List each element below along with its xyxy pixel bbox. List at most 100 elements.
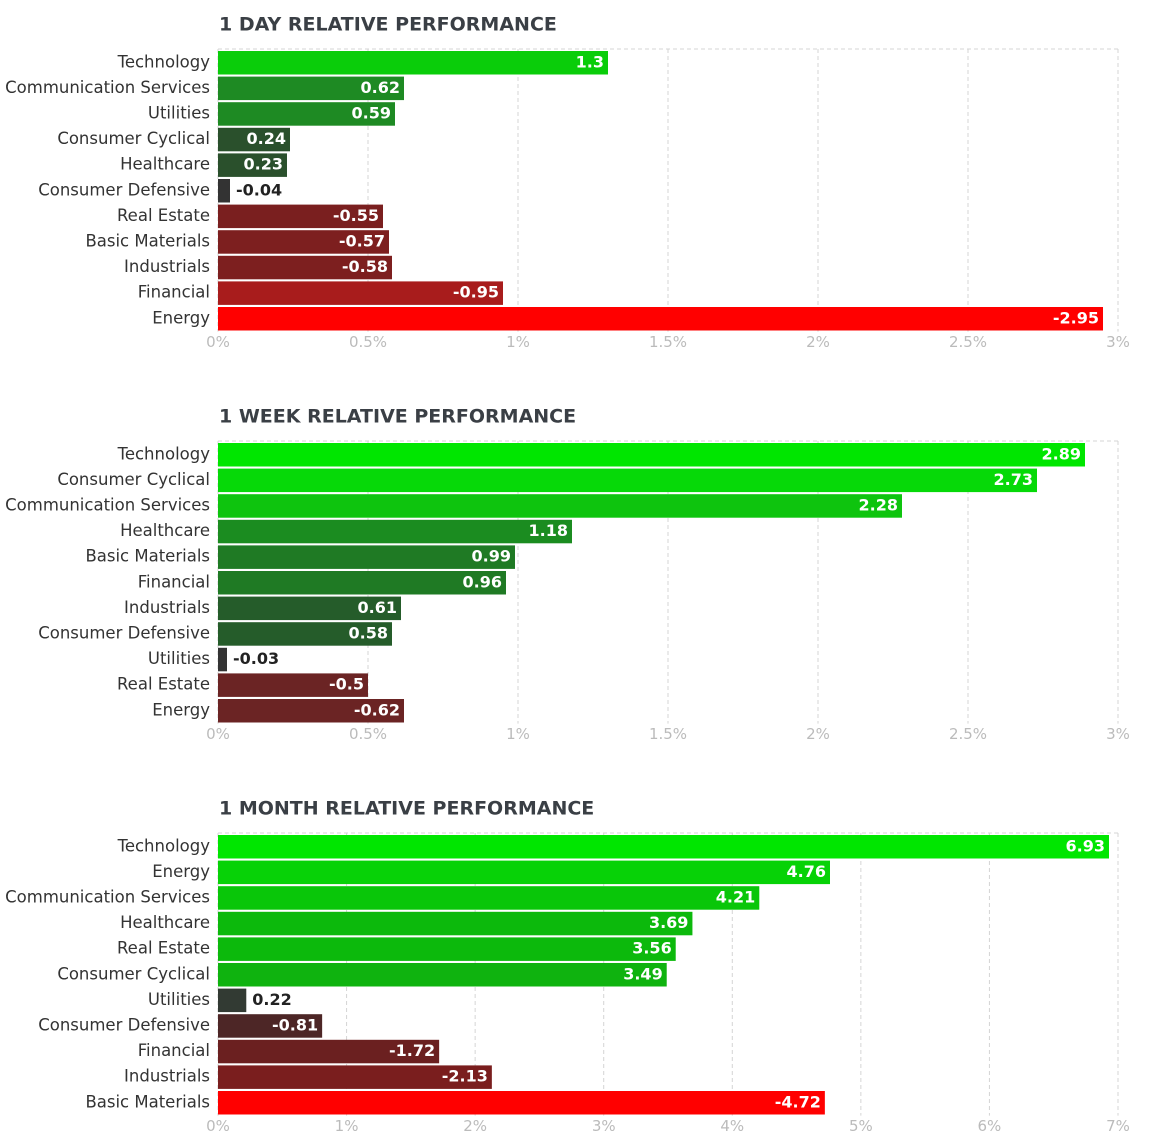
x-tick-label: 3% (592, 1117, 616, 1135)
chart-title: 1 WEEK RELATIVE PERFORMANCE (219, 406, 576, 428)
value-label: 2.28 (859, 495, 898, 514)
x-tick-label: 1.5% (649, 725, 687, 743)
bar (218, 76, 404, 101)
category-label: Communication Services (5, 78, 210, 97)
bar (218, 622, 392, 646)
value-label: -0.04 (236, 180, 282, 199)
bar (218, 127, 290, 152)
value-label: 3.49 (623, 964, 662, 983)
bar (218, 988, 247, 1013)
category-label: Consumer Cyclical (57, 129, 210, 148)
category-label: Real Estate (117, 206, 210, 225)
bar (218, 102, 395, 126)
x-tick-label: 0% (206, 725, 230, 743)
category-label: Financial (138, 572, 210, 591)
category-label: Energy (152, 308, 210, 327)
bar (218, 153, 287, 177)
value-label: -2.13 (442, 1067, 488, 1086)
bar (218, 1039, 440, 1064)
category-label: Communication Services (5, 887, 210, 906)
bar (218, 255, 392, 280)
value-label: -0.55 (333, 206, 379, 225)
category-label: Consumer Cyclical (57, 470, 210, 489)
value-label: -4.72 (775, 1092, 821, 1111)
category-label: Communication Services (5, 495, 210, 514)
x-tick-label: 2.5% (949, 725, 987, 743)
value-label: 0.99 (472, 547, 511, 566)
category-label: Technology (117, 836, 211, 855)
value-label: 4.76 (787, 862, 826, 881)
value-label: -0.95 (453, 283, 499, 302)
chart-title: 1 DAY RELATIVE PERFORMANCE (219, 14, 557, 36)
category-label: Utilities (148, 103, 210, 122)
category-label: Healthcare (120, 913, 210, 932)
value-label: -2.95 (1053, 308, 1099, 327)
x-tick-label: 0% (206, 1117, 230, 1135)
x-tick-label: 3% (1106, 333, 1130, 351)
category-label: Financial (138, 1041, 210, 1060)
bar (218, 937, 676, 961)
category-label: Healthcare (120, 155, 210, 174)
bar (218, 647, 227, 672)
bar (218, 468, 1037, 493)
x-tick-label: 0.5% (349, 333, 387, 351)
category-label: Consumer Defensive (38, 1015, 210, 1034)
bar (218, 307, 1103, 331)
x-tick-label: 1% (506, 725, 530, 743)
bar (218, 204, 383, 229)
value-label: 0.96 (463, 572, 502, 591)
value-label: -0.5 (329, 675, 364, 694)
value-label: 0.23 (244, 155, 283, 174)
bar (218, 51, 608, 75)
category-label: Technology (117, 444, 211, 463)
value-label: 0.58 (349, 623, 388, 642)
bar (218, 571, 506, 595)
category-label: Healthcare (120, 521, 210, 540)
category-label: Industrials (124, 598, 210, 617)
bar (218, 860, 830, 885)
x-tick-label: 2% (806, 725, 830, 743)
value-label: 0.22 (252, 990, 291, 1009)
x-tick-label: 2% (463, 1117, 487, 1135)
bar (218, 835, 1109, 859)
category-label: Consumer Defensive (38, 180, 210, 199)
x-tick-label: 4% (720, 1117, 744, 1135)
bar (218, 1014, 323, 1038)
value-label: -0.81 (272, 1015, 318, 1034)
bar (218, 230, 389, 254)
bar (218, 179, 230, 203)
value-label: 0.24 (247, 129, 286, 148)
value-label: 0.62 (361, 78, 400, 97)
x-tick-label: 1% (335, 1117, 359, 1135)
category-label: Energy (152, 700, 210, 719)
value-label: -0.62 (354, 700, 400, 719)
value-label: 3.69 (649, 913, 688, 932)
bar (218, 911, 693, 936)
value-label: 2.89 (1042, 444, 1081, 463)
category-label: Utilities (148, 990, 210, 1009)
x-tick-label: 2% (806, 333, 830, 351)
x-tick-label: 3% (1106, 725, 1130, 743)
x-tick-label: 5% (849, 1117, 873, 1135)
x-tick-label: 1.5% (649, 333, 687, 351)
value-label: 2.73 (994, 470, 1033, 489)
category-label: Real Estate (117, 939, 210, 958)
category-label: Utilities (148, 649, 210, 668)
x-tick-label: 6% (978, 1117, 1002, 1135)
x-tick-label: 0.5% (349, 725, 387, 743)
category-label: Basic Materials (85, 547, 210, 566)
value-label: 3.56 (632, 939, 671, 958)
bar (218, 963, 667, 987)
bar (218, 673, 368, 697)
x-tick-label: 7% (1106, 1117, 1130, 1135)
bar (218, 1091, 825, 1115)
value-label: 0.61 (358, 598, 397, 617)
value-label: -0.58 (342, 257, 388, 276)
value-label: 6.93 (1066, 836, 1105, 855)
bar (218, 443, 1085, 467)
bar (218, 886, 760, 910)
value-label: -1.72 (389, 1041, 435, 1060)
bar (218, 545, 515, 569)
category-label: Industrials (124, 1067, 210, 1086)
